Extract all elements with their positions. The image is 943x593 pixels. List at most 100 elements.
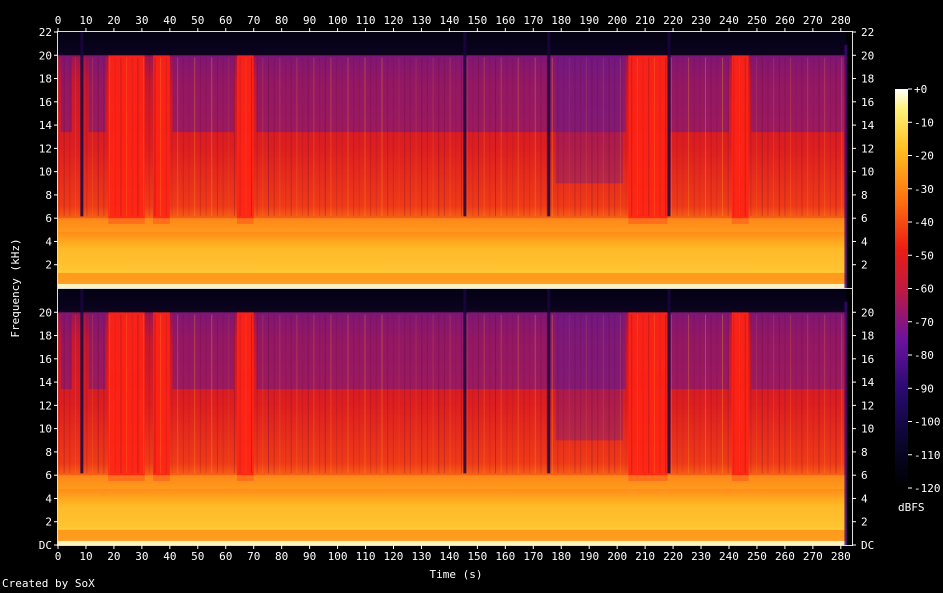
- y-tick-label-left: 4: [45, 492, 52, 505]
- y-tick-label-right: 4: [861, 235, 868, 248]
- transient-line: [120, 314, 122, 474]
- transient-line: [415, 314, 417, 474]
- transient-line: [273, 314, 275, 474]
- transient-line: [69, 57, 71, 217]
- high-band-region: [670, 55, 729, 133]
- transient-line: [250, 57, 252, 217]
- high-band-region: [172, 55, 235, 133]
- transient-line: [489, 57, 491, 217]
- transient-line: [733, 314, 735, 474]
- transient-line: [529, 57, 531, 217]
- transient-line: [222, 57, 224, 217]
- transient-line: [687, 314, 689, 474]
- transient-line: [319, 57, 321, 217]
- transient-line: [188, 314, 190, 474]
- transient-line: [426, 314, 428, 474]
- transient-line: [824, 314, 826, 474]
- transient-line: [302, 314, 304, 474]
- y-tick-label-left: 14: [39, 376, 53, 389]
- mid-band: [58, 504, 847, 528]
- transient-line: [801, 314, 803, 474]
- transient-line: [659, 57, 661, 217]
- transient-line: [534, 314, 536, 474]
- dip-line: [80, 289, 84, 474]
- y-tick-label-right: 10: [861, 166, 874, 179]
- x-tick-label-bottom: 10: [79, 550, 92, 563]
- x-axis-label: Time (s): [430, 568, 483, 581]
- x-tick-label-bottom: 240: [719, 550, 739, 563]
- transient-line: [619, 314, 621, 474]
- transient-line: [194, 57, 196, 217]
- transient-line: [523, 57, 525, 217]
- x-tick-label-top: 180: [551, 14, 571, 27]
- y-axis-label: Frequency (kHz): [9, 238, 22, 337]
- high-band-region: [555, 55, 623, 184]
- transient-line: [563, 314, 565, 474]
- transient-line: [750, 314, 752, 474]
- transient-line: [614, 314, 616, 474]
- transient-line: [313, 314, 315, 474]
- bright-segment: [628, 312, 668, 481]
- dip-line: [463, 289, 467, 474]
- transient-line: [761, 314, 763, 474]
- credit-text: Created by SoX: [2, 577, 95, 590]
- transient-line: [642, 57, 644, 217]
- transient-line: [154, 57, 156, 217]
- transient-line: [739, 57, 741, 217]
- x-tick-label-bottom: 180: [551, 550, 571, 563]
- transient-line: [704, 314, 706, 474]
- transient-line: [239, 57, 241, 217]
- x-tick-label-bottom: 70: [247, 550, 260, 563]
- x-tick-label-bottom: 230: [691, 550, 711, 563]
- transient-line: [563, 57, 565, 217]
- transient-line: [432, 57, 434, 217]
- x-tick-label-bottom: 100: [328, 550, 348, 563]
- x-tick-label-top: 230: [691, 14, 711, 27]
- y-tick-label-left: 2: [45, 516, 52, 529]
- transient-line: [625, 57, 627, 217]
- transient-line: [767, 57, 769, 217]
- transient-line: [415, 57, 417, 217]
- transient-line: [455, 314, 457, 474]
- transient-line: [557, 57, 559, 217]
- transient-line: [256, 57, 258, 217]
- x-tick-label-bottom: 220: [663, 550, 683, 563]
- transient-line: [784, 314, 786, 474]
- transient-line: [126, 314, 128, 474]
- transient-line: [483, 314, 485, 474]
- x-tick-label-top: 90: [303, 14, 316, 27]
- x-tick-label-top: 190: [579, 14, 599, 27]
- transient-line: [619, 57, 621, 217]
- transient-line: [92, 314, 94, 474]
- transient-line: [460, 57, 462, 217]
- transient-line: [381, 314, 383, 474]
- transient-line: [205, 57, 207, 217]
- transient-line: [841, 314, 843, 474]
- y-tick-label-left: 8: [45, 189, 52, 202]
- transient-line: [699, 314, 701, 474]
- end-edge: [844, 301, 848, 545]
- transient-line: [733, 57, 735, 217]
- colorbar-tick-label: -50: [914, 249, 934, 262]
- y-tick-label-left: 10: [39, 166, 52, 179]
- transient-line: [245, 314, 247, 474]
- transient-line: [818, 314, 820, 474]
- x-tick-label-bottom: 140: [439, 550, 459, 563]
- high-band-region: [60, 55, 72, 133]
- transient-line: [154, 314, 156, 474]
- transient-line: [812, 57, 814, 217]
- transient-line: [540, 314, 542, 474]
- transient-line: [324, 314, 326, 474]
- transient-line: [710, 57, 712, 217]
- x-tick-label-bottom: 110: [356, 550, 376, 563]
- bright-segment: [108, 55, 145, 224]
- high-band-region: [172, 312, 235, 390]
- transient-line: [148, 57, 150, 217]
- transient-line: [86, 57, 88, 217]
- transient-line: [341, 314, 343, 474]
- transient-line: [585, 57, 587, 217]
- dc-band: [58, 284, 847, 288]
- transient-line: [602, 57, 604, 217]
- post-audio-silence: [846, 32, 852, 288]
- transient-line: [245, 57, 247, 217]
